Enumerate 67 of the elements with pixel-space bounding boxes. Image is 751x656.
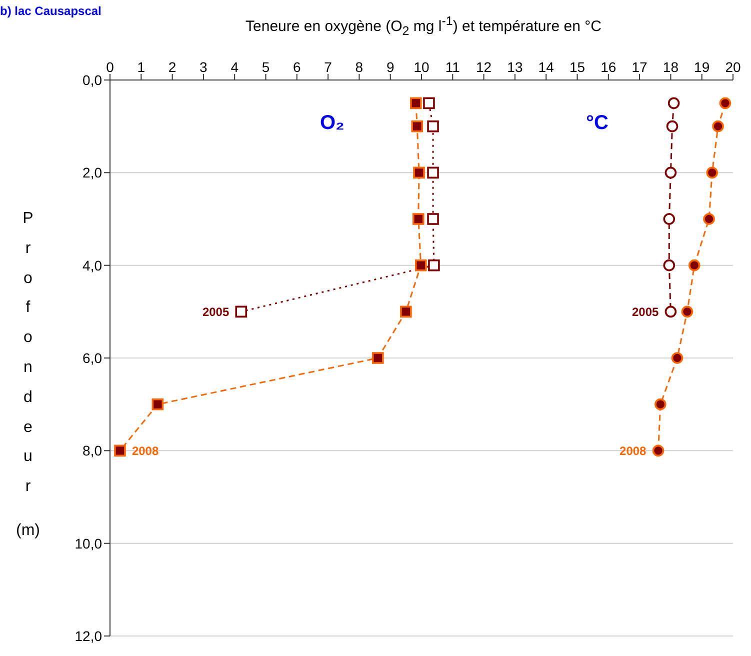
x-tick-label: 11	[445, 59, 460, 75]
series-label: 2005	[202, 304, 230, 319]
x-tick-label: 15	[569, 59, 586, 75]
x-tick-label: 16	[600, 59, 616, 75]
point	[663, 259, 676, 272]
x-tick-label: 10	[414, 59, 430, 75]
x-tick-label: 1	[137, 59, 146, 75]
point	[427, 120, 439, 132]
point	[719, 97, 732, 110]
point	[414, 259, 427, 272]
point	[114, 444, 126, 457]
y-tick-label: 4,0	[82, 257, 102, 274]
x-axis-title: Teneure en oxygène (O$_{2}$ mg l$^{-1}$) et température en °C	[244, 14, 602, 38]
x-tick-label: 7	[324, 59, 332, 75]
point	[664, 166, 677, 179]
x-tick-label: 2	[168, 59, 176, 75]
y-tick-label: 10,0	[74, 535, 102, 552]
point	[423, 97, 435, 110]
point	[411, 120, 424, 132]
point	[412, 213, 424, 225]
x-tick-label: 17	[632, 59, 648, 75]
point	[712, 120, 724, 132]
series-label: 2008	[620, 444, 647, 458]
x-tick-label: 0	[106, 59, 114, 75]
chart-title: b) lac Causapscal	[0, 4, 102, 18]
x-tick-label: 12	[476, 59, 492, 75]
y-tick-label: 6,0	[82, 350, 102, 366]
text: Profondeur (m)	[16, 210, 40, 539]
point	[664, 306, 677, 318]
point	[652, 444, 664, 457]
point	[666, 120, 678, 132]
x-tick-label: 5	[262, 59, 270, 75]
point	[410, 97, 422, 110]
y-tick-label: 0,0	[82, 72, 102, 88]
x-tick-label: 9	[386, 59, 394, 75]
point	[372, 352, 384, 364]
series-label: 2008	[132, 444, 159, 458]
x-tick-label: 6	[293, 59, 301, 75]
point	[703, 213, 715, 225]
point	[428, 259, 440, 272]
y-tick-label: 12,0	[74, 628, 102, 644]
point	[235, 306, 248, 318]
annotation: O₂	[320, 112, 344, 135]
point	[427, 166, 439, 179]
point	[654, 398, 666, 410]
y-tick-label: 2,0	[82, 164, 102, 181]
x-tick-label: 14	[538, 59, 554, 75]
point	[152, 398, 164, 410]
point	[400, 306, 412, 318]
x-tick-label: 18	[662, 59, 679, 75]
point	[706, 166, 718, 179]
point	[671, 352, 684, 364]
point	[668, 97, 680, 110]
annotation: °C	[586, 112, 608, 135]
x-tick-label: 13	[507, 59, 523, 75]
point	[681, 306, 694, 318]
point	[688, 259, 700, 272]
x-tick-label: 19	[694, 59, 710, 75]
x-tick-label: 3	[200, 59, 208, 75]
x-tick-label: 4	[230, 59, 239, 75]
point	[427, 213, 439, 225]
x-tick-label: 8	[355, 59, 364, 75]
y-tick-label: 8,0	[82, 442, 102, 459]
point	[413, 166, 425, 179]
x-tick-label: 20	[725, 59, 741, 75]
series-label: 2005	[632, 304, 660, 319]
point	[663, 213, 676, 225]
